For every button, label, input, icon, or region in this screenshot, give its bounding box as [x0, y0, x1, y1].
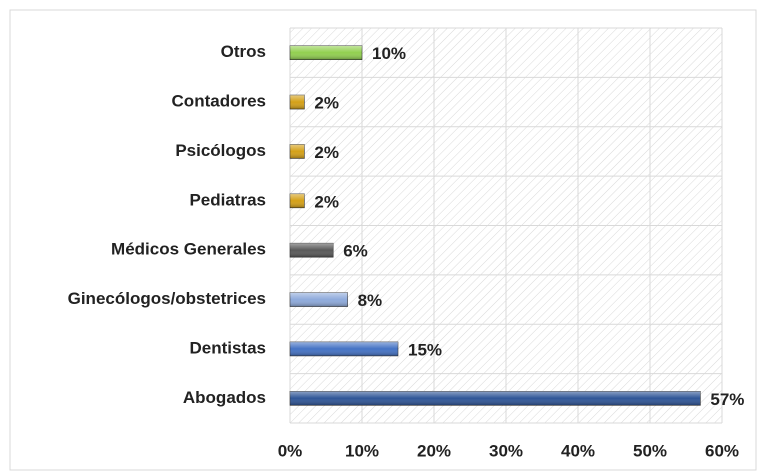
x-tick-label: 20% — [417, 441, 451, 460]
x-tick-label: 60% — [705, 441, 739, 460]
y-tick-label: Dentistas — [189, 338, 266, 357]
y-tick-label: Pediatras — [189, 190, 266, 209]
bar-shine — [290, 341, 398, 356]
y-tick-label: Contadores — [172, 92, 266, 111]
chart-border — [9, 9, 757, 471]
bar-shine — [290, 95, 305, 110]
bar-shine — [290, 45, 362, 60]
x-tick-label: 0% — [278, 441, 303, 460]
bar-shine — [290, 391, 701, 406]
data-label: 57% — [710, 390, 744, 409]
bar-shine — [290, 243, 334, 258]
y-tick-label: Ginecólogos/obstetrices — [68, 289, 266, 308]
data-label: 2% — [314, 143, 339, 162]
bar-shine — [290, 292, 348, 307]
y-tick-label: Médicos Generales — [111, 240, 266, 259]
data-label: 10% — [372, 44, 406, 63]
data-label: 6% — [343, 242, 368, 261]
data-label: 2% — [314, 94, 339, 113]
y-tick-label: Psicólogos — [175, 141, 266, 160]
bar-shine — [290, 193, 305, 208]
data-label: 8% — [358, 291, 383, 310]
y-tick-label: Otros — [221, 42, 266, 61]
x-tick-label: 30% — [489, 441, 523, 460]
y-tick-label: Abogados — [183, 388, 266, 407]
x-tick-label: 40% — [561, 441, 595, 460]
data-label: 2% — [314, 192, 339, 211]
data-label: 15% — [408, 340, 442, 359]
x-tick-label: 10% — [345, 441, 379, 460]
x-tick-label: 50% — [633, 441, 667, 460]
bar-shine — [290, 144, 305, 159]
